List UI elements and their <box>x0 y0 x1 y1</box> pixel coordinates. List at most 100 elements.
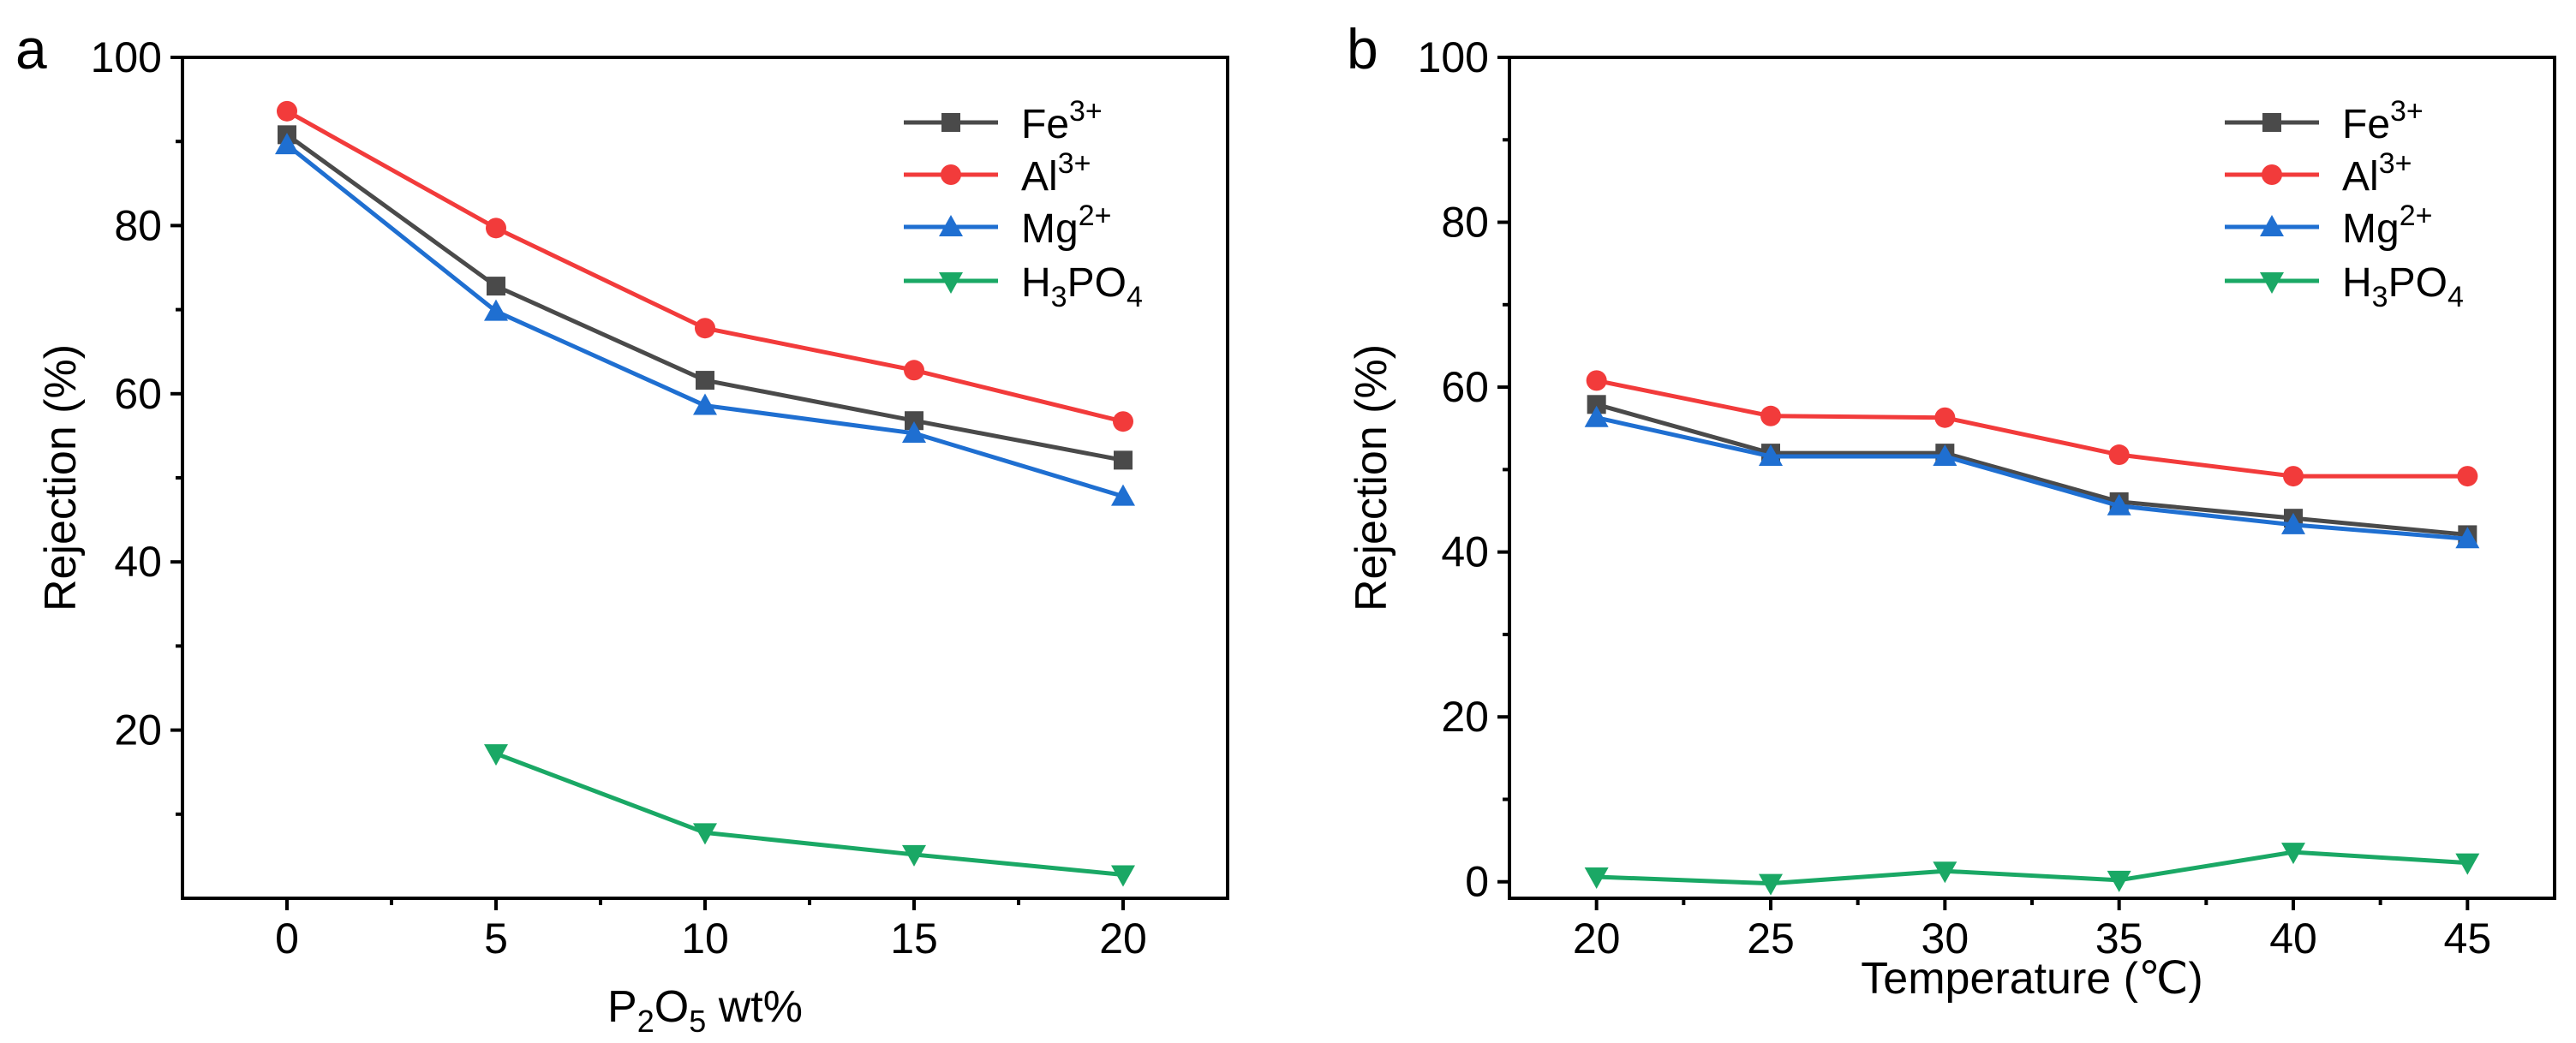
x-tick-label: 40 <box>2269 915 2317 963</box>
data-point <box>2281 843 2305 865</box>
data-point <box>902 420 926 443</box>
data-point <box>1759 444 1783 466</box>
data-point <box>1934 407 1956 428</box>
panel-b-y-ticks: 0 20 40 60 80 100 <box>1418 33 1509 906</box>
x-tick-label: 35 <box>2095 915 2143 963</box>
series-al3 <box>277 100 1133 432</box>
series-fe3 <box>1587 395 2477 545</box>
panel-a-y-axis-label: Rejection (%) <box>36 344 86 611</box>
data-point <box>1584 867 1609 889</box>
legend-circle-marker <box>2262 164 2282 185</box>
y-tick-label: 80 <box>114 201 162 249</box>
series-h3po4 <box>484 744 1135 887</box>
data-point <box>486 218 506 239</box>
y-tick-label: 20 <box>114 706 162 754</box>
legend-triangle-up-marker <box>939 215 963 236</box>
y-tick-label: 100 <box>91 33 162 81</box>
data-point <box>1933 444 1957 466</box>
x-tick-label: 0 <box>275 915 299 963</box>
x-tick-label: 45 <box>2444 915 2492 963</box>
data-point <box>1114 450 1133 470</box>
y-tick-label: 20 <box>1441 693 1489 741</box>
panel-a-x-ticks: 0 5 10 15 20 <box>275 898 1147 963</box>
data-point <box>2457 466 2478 487</box>
legend-square-marker <box>941 113 960 132</box>
series-mg2 <box>1584 405 2480 549</box>
data-point <box>1584 405 1609 427</box>
legend-label-mg: Mg2+ <box>1021 200 1111 252</box>
data-point <box>2455 527 2480 549</box>
panel-b-letter: b <box>1347 17 1378 80</box>
data-point <box>484 299 508 321</box>
y-tick-label: 40 <box>114 538 162 586</box>
panel-b-legend-entry-al: Al3+ <box>2225 147 2412 200</box>
legend-triangle-down-marker <box>939 272 963 294</box>
panel-b-y-axis-label: Rejection (%) <box>1347 344 1396 611</box>
data-point <box>695 318 715 339</box>
data-point <box>484 744 508 766</box>
panel-b-x-ticks: 20 25 30 35 40 45 <box>1573 898 2491 963</box>
data-point <box>693 823 717 845</box>
x-tick-label: 25 <box>1747 915 1795 963</box>
y-tick-label: 60 <box>114 370 162 418</box>
series-mg2 <box>275 133 1135 506</box>
series-line <box>495 751 1124 877</box>
data-point <box>2107 870 2131 892</box>
data-point <box>2107 493 2131 516</box>
x-tick-label: 5 <box>484 915 508 963</box>
panel-a-y-ticks: 20 40 60 80 100 <box>91 33 182 816</box>
data-point <box>1587 395 1606 414</box>
panel-a-x-axis-label: P2O5 wt% <box>607 982 803 1039</box>
data-point <box>1111 484 1135 506</box>
legend-label-al: Al3+ <box>2342 147 2412 200</box>
legend-triangle-up-marker <box>2260 215 2284 236</box>
y-tick-label: 80 <box>1441 199 1489 247</box>
series-line <box>1596 378 2468 479</box>
y-tick-label: 60 <box>1441 363 1489 411</box>
data-point <box>905 411 923 431</box>
y-tick-label: 100 <box>1418 33 1489 81</box>
panel-b-x-axis-label: Temperature (℃) <box>1861 954 2202 1004</box>
panel-b-series <box>1584 370 2480 896</box>
data-point <box>277 100 297 122</box>
panel-a-letter: a <box>15 17 47 80</box>
data-point <box>1586 370 1607 391</box>
x-tick-label: 20 <box>1099 915 1147 963</box>
legend-label-fe: Fe3+ <box>1021 95 1103 147</box>
panel-a-series <box>275 100 1135 887</box>
legend-label-mg: Mg2+ <box>2342 200 2432 252</box>
data-point <box>2283 466 2304 487</box>
panel-b-legend-entry-h3po4: H3PO4 <box>2225 260 2464 313</box>
data-point <box>904 360 924 381</box>
data-point <box>693 393 717 415</box>
data-point <box>487 277 505 296</box>
legend-label-h3po4: H3PO4 <box>2342 260 2464 313</box>
legend-label-fe: Fe3+ <box>2342 95 2424 147</box>
legend-label-al: Al3+ <box>1021 147 1091 200</box>
series-line <box>1595 402 2468 537</box>
legend-triangle-down-marker <box>2260 272 2284 294</box>
data-point <box>2455 853 2480 875</box>
legend-label-h3po4: H3PO4 <box>1021 260 1143 313</box>
panel-a-legend-entry-mg: Mg2+ <box>904 200 1111 252</box>
data-point <box>902 844 926 867</box>
panel-b-legend-entry-mg: Mg2+ <box>2225 200 2432 252</box>
panel-b-legend-entry-fe: Fe3+ <box>2225 95 2424 147</box>
data-point <box>275 133 299 155</box>
panel-a-legend-entry-fe: Fe3+ <box>904 95 1103 147</box>
panel-a: a 0 5 10 15 20 20 40 60 80 100 Rejection (%) P2O… <box>15 17 1229 1039</box>
data-point <box>2281 512 2305 534</box>
y-tick-label: 0 <box>1465 858 1489 906</box>
panel-a-plot-frame <box>181 56 1229 900</box>
data-point <box>1759 873 1783 896</box>
data-point <box>1113 411 1133 432</box>
data-point <box>1111 865 1135 887</box>
series-al3 <box>1586 370 2478 487</box>
panel-b: b 20 25 30 35 40 45 0 20 40 60 80 100 Rejection (%… <box>1347 17 2556 1004</box>
panel-a-legend-entry-al: Al3+ <box>904 147 1091 200</box>
legend-circle-marker <box>941 164 961 185</box>
series-line <box>1596 849 2468 886</box>
data-point <box>2108 444 2130 466</box>
x-tick-label: 20 <box>1573 915 1621 963</box>
